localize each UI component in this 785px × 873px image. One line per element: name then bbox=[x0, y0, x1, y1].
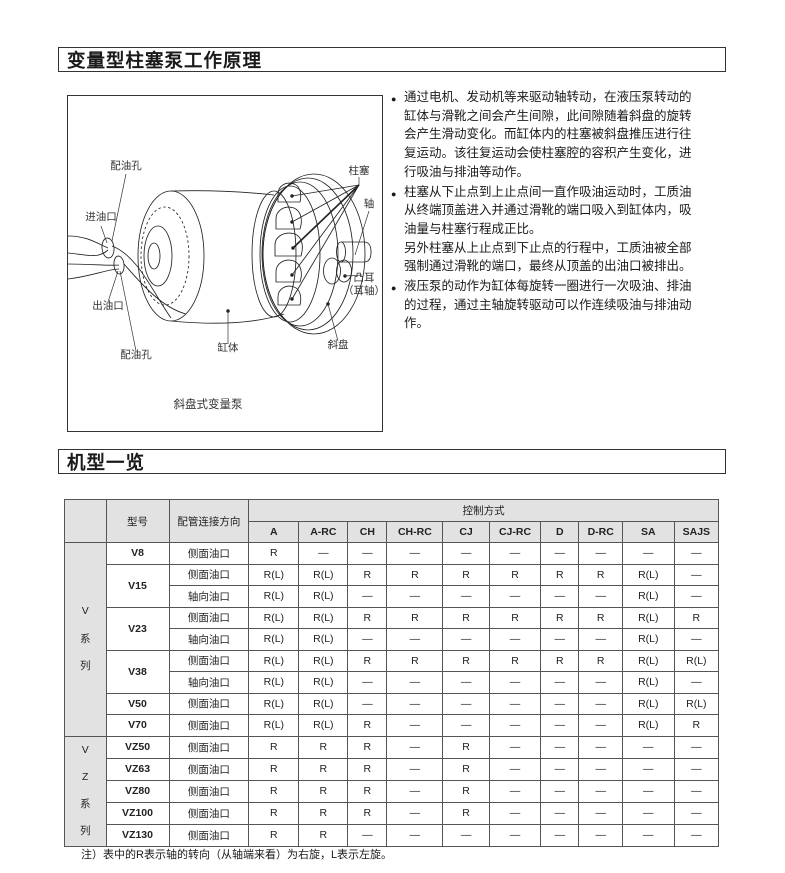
svg-text:凸耳: 凸耳 bbox=[354, 272, 375, 284]
svg-text:斜盘: 斜盘 bbox=[328, 338, 349, 351]
svg-text:配油孔: 配油孔 bbox=[120, 348, 152, 361]
svg-text:斜盘式变量泵: 斜盘式变量泵 bbox=[174, 397, 243, 411]
svg-text:进油口: 进油口 bbox=[85, 210, 117, 223]
svg-text:轴: 轴 bbox=[364, 197, 375, 210]
svg-text:（耳轴）: （耳轴） bbox=[343, 284, 384, 297]
svg-text:柱塞: 柱塞 bbox=[349, 164, 370, 177]
svg-text:配油孔: 配油孔 bbox=[110, 159, 142, 172]
